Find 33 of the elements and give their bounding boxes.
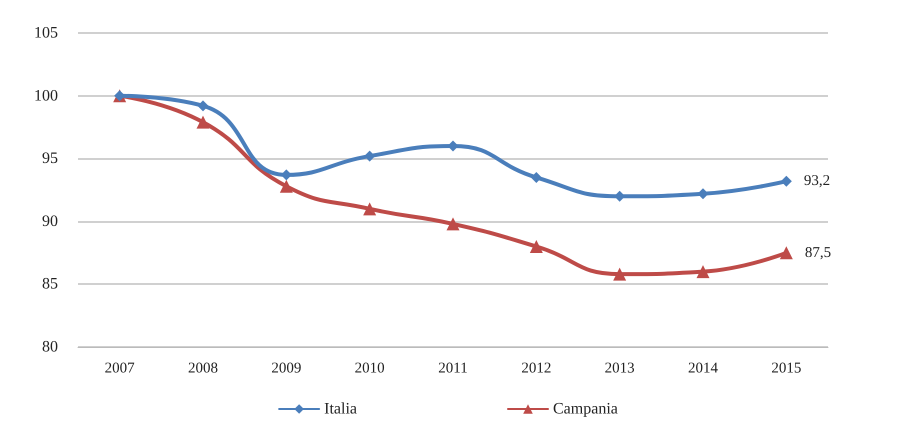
legend-label: Italia — [324, 400, 358, 418]
point — [613, 268, 626, 281]
data-label: 93,2 — [804, 173, 830, 190]
x-tick-label: 2013 — [604, 360, 635, 376]
x-tick-label: 2014 — [688, 360, 718, 376]
y-tick-label: 105 — [34, 24, 58, 42]
point — [363, 202, 376, 216]
x-tick-label: 2010 — [354, 360, 385, 376]
y-tick-label: 95 — [42, 150, 58, 168]
point — [280, 180, 293, 193]
legend-label: Campania — [553, 400, 618, 418]
point — [696, 265, 710, 278]
y-tick-label: 90 — [42, 212, 58, 230]
point — [698, 188, 708, 200]
point — [780, 176, 792, 187]
y-tick-label: 100 — [34, 87, 58, 104]
x-tick-label: 2009 — [271, 360, 302, 376]
point — [364, 150, 376, 162]
x-tick-label: 2015 — [771, 360, 802, 376]
point — [448, 140, 458, 152]
data-label: 87,5 — [804, 244, 832, 261]
point — [530, 240, 543, 254]
y-tick-label: 85 — [42, 276, 58, 293]
point — [196, 116, 210, 129]
point — [530, 172, 542, 183]
x-tick-label: 2011 — [438, 360, 468, 376]
point — [780, 246, 793, 260]
point — [446, 217, 460, 230]
point — [198, 100, 208, 112]
x-tick-label: 2012 — [521, 360, 552, 376]
x-tick-label: 2007 — [104, 360, 136, 376]
x-tick-label: 2008 — [188, 360, 218, 376]
y-tick-label: 80 — [42, 338, 58, 356]
